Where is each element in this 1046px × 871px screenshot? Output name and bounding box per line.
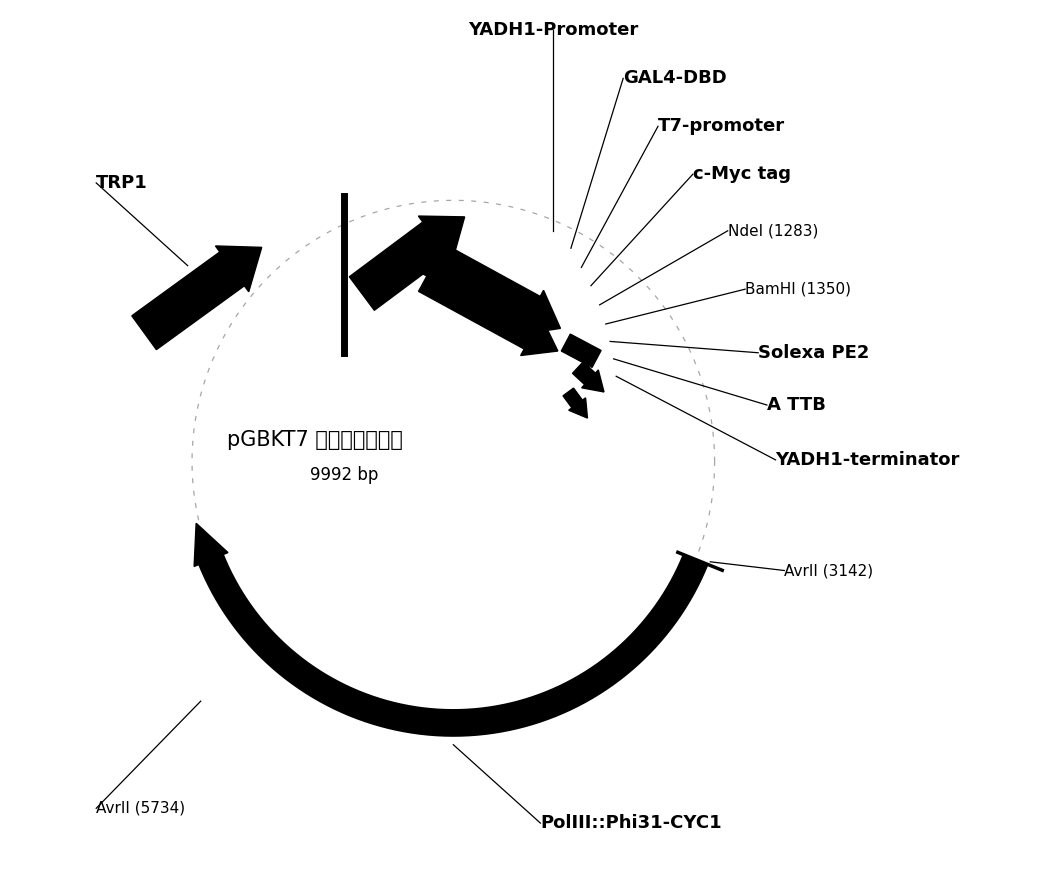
Text: BamHI (1350): BamHI (1350) xyxy=(745,281,851,297)
Text: pGBKT7 注解后和改动后: pGBKT7 注解后和改动后 xyxy=(227,430,403,449)
FancyArrow shape xyxy=(418,267,558,355)
FancyArrow shape xyxy=(349,216,464,310)
Bar xyxy=(562,334,601,368)
Text: A TTB: A TTB xyxy=(767,396,825,414)
FancyArrow shape xyxy=(132,246,262,349)
Polygon shape xyxy=(195,523,228,566)
FancyArrow shape xyxy=(572,361,604,392)
Text: NdeI (1283): NdeI (1283) xyxy=(728,223,818,239)
Text: 9992 bp: 9992 bp xyxy=(310,466,378,483)
Text: TRP1: TRP1 xyxy=(96,174,147,192)
Text: Solexa PE2: Solexa PE2 xyxy=(758,344,869,361)
Text: AvrII (5734): AvrII (5734) xyxy=(96,800,185,816)
FancyArrow shape xyxy=(406,233,561,334)
Text: YADH1-Promoter: YADH1-Promoter xyxy=(469,22,639,39)
Text: c-Myc tag: c-Myc tag xyxy=(692,165,791,183)
Text: T7-promoter: T7-promoter xyxy=(658,118,786,135)
Text: PolIII::Phi31-CYC1: PolIII::Phi31-CYC1 xyxy=(541,814,722,832)
FancyArrow shape xyxy=(563,388,588,418)
Text: YADH1-terminator: YADH1-terminator xyxy=(775,451,960,469)
Text: GAL4-DBD: GAL4-DBD xyxy=(623,70,727,87)
Text: AvrII (3142): AvrII (3142) xyxy=(784,563,873,578)
